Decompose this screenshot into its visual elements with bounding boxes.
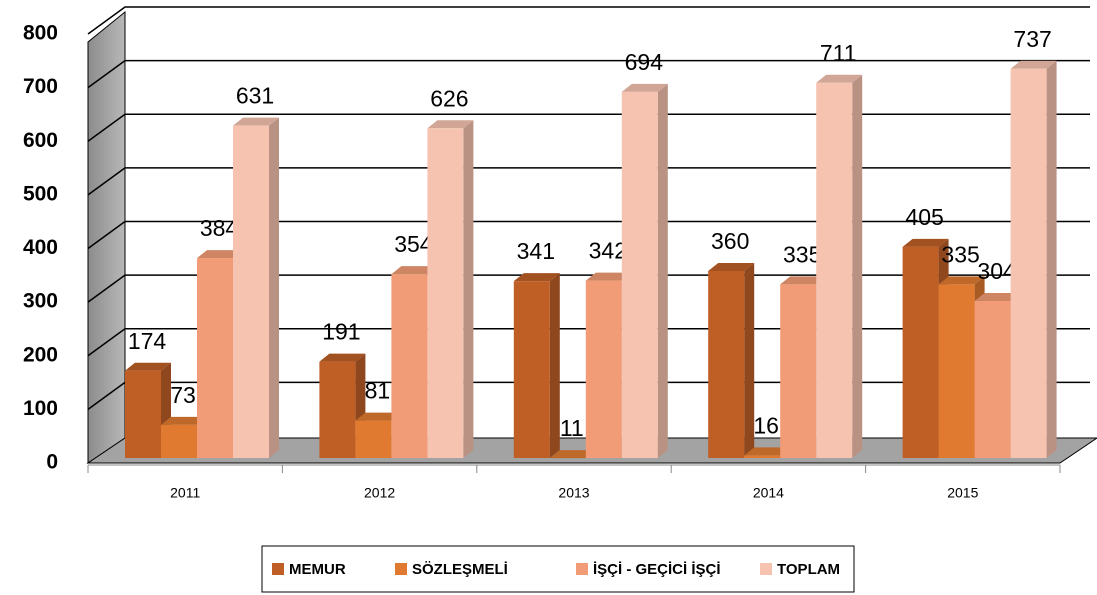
value-label: 694	[625, 49, 664, 75]
value-label: 174	[128, 328, 167, 354]
value-label: 354	[394, 231, 433, 257]
y-tick-label: 200	[23, 343, 58, 366]
bar-side	[269, 117, 279, 458]
bar	[427, 128, 464, 458]
grid-line	[87, 328, 1090, 357]
bar-top	[816, 74, 863, 83]
bar-top	[744, 447, 791, 456]
bar	[744, 455, 781, 458]
bar-top	[125, 362, 171, 371]
bar	[938, 284, 975, 458]
y-tick-label: 500	[23, 182, 58, 205]
bar-side	[852, 74, 863, 458]
bar	[621, 91, 658, 458]
value-label: 631	[236, 83, 274, 109]
bar-top	[549, 450, 596, 459]
bar-top	[233, 117, 279, 126]
y-tick-label: 0	[46, 451, 58, 474]
bar-top	[585, 272, 632, 281]
value-label: 360	[711, 228, 749, 254]
bar-top	[974, 292, 1021, 301]
value-label: 335	[941, 241, 979, 267]
value-label: 335	[783, 241, 821, 267]
value-label: 16	[753, 412, 779, 438]
value-label: 341	[517, 238, 555, 264]
bar-top	[161, 416, 207, 425]
legend-label: TOPLAM	[777, 561, 840, 578]
x-tick-label: 2011	[170, 485, 200, 501]
bar	[319, 361, 356, 458]
value-label: 405	[905, 204, 943, 230]
bar-side	[549, 273, 560, 458]
value-label: 342	[589, 238, 627, 264]
grid-line	[87, 6, 1090, 35]
grid-line	[87, 59, 1090, 89]
bar-side	[463, 120, 474, 459]
legend-box	[261, 545, 855, 593]
x-tick-label: 2014	[753, 485, 784, 501]
bar-top	[780, 276, 827, 285]
y-tick-label: 100	[23, 397, 58, 420]
y-tick-label: 300	[23, 290, 58, 313]
value-label: 81	[365, 378, 391, 404]
bar-top	[355, 412, 402, 421]
bar-top	[1010, 60, 1057, 69]
legend-label: MEMUR	[289, 561, 346, 578]
bar	[233, 125, 269, 458]
value-label: 626	[430, 85, 468, 111]
legend-swatch	[395, 563, 407, 575]
y-tick-label: 600	[23, 129, 58, 152]
bar-top	[708, 262, 755, 271]
x-tick-label: 2015	[947, 485, 978, 501]
bar	[197, 258, 233, 458]
bar-top	[197, 250, 243, 259]
grid-line	[87, 274, 1090, 303]
value-label: 73	[170, 382, 196, 408]
bar-side	[744, 262, 755, 458]
x-tick-label: 2012	[364, 485, 395, 501]
bar	[513, 281, 550, 458]
bar	[816, 82, 853, 458]
bar-top	[902, 238, 949, 247]
bar	[780, 284, 817, 458]
value-label: 304	[977, 258, 1016, 284]
bar	[708, 270, 745, 458]
grid-line	[87, 113, 1090, 142]
bar	[585, 280, 622, 458]
value-label: 191	[322, 319, 360, 345]
legend-swatch	[272, 563, 284, 575]
value-label: 737	[1013, 26, 1051, 52]
bar-top	[319, 353, 366, 362]
bar	[974, 300, 1011, 458]
y-tick-label: 700	[23, 75, 58, 98]
bar	[391, 274, 428, 458]
grid-line	[87, 167, 1090, 196]
bar-top	[513, 273, 560, 282]
y-tick-label: 400	[23, 236, 58, 259]
grid-line	[87, 220, 1090, 250]
bar	[902, 246, 939, 458]
bar-side	[657, 83, 668, 458]
x-tick-label: 2013	[558, 485, 589, 501]
bar	[1010, 68, 1047, 458]
bar-top	[621, 83, 668, 92]
value-label: 384	[200, 215, 239, 241]
bar	[125, 370, 161, 458]
y-tick-label: 800	[23, 22, 58, 45]
value-label: 711	[820, 40, 857, 66]
bar-top	[427, 120, 474, 129]
legend-swatch	[576, 563, 588, 575]
legend-label: İŞÇİ - GEÇİCİ İŞÇİ	[593, 561, 721, 578]
bar-top	[938, 276, 985, 285]
legend-swatch	[760, 563, 772, 575]
bar	[161, 424, 197, 458]
bar	[355, 420, 392, 458]
bar-side	[1046, 60, 1057, 458]
bar-top	[391, 266, 438, 275]
legend-label: SÖZLEŞMELİ	[412, 561, 508, 578]
value-label: 11	[560, 415, 584, 441]
